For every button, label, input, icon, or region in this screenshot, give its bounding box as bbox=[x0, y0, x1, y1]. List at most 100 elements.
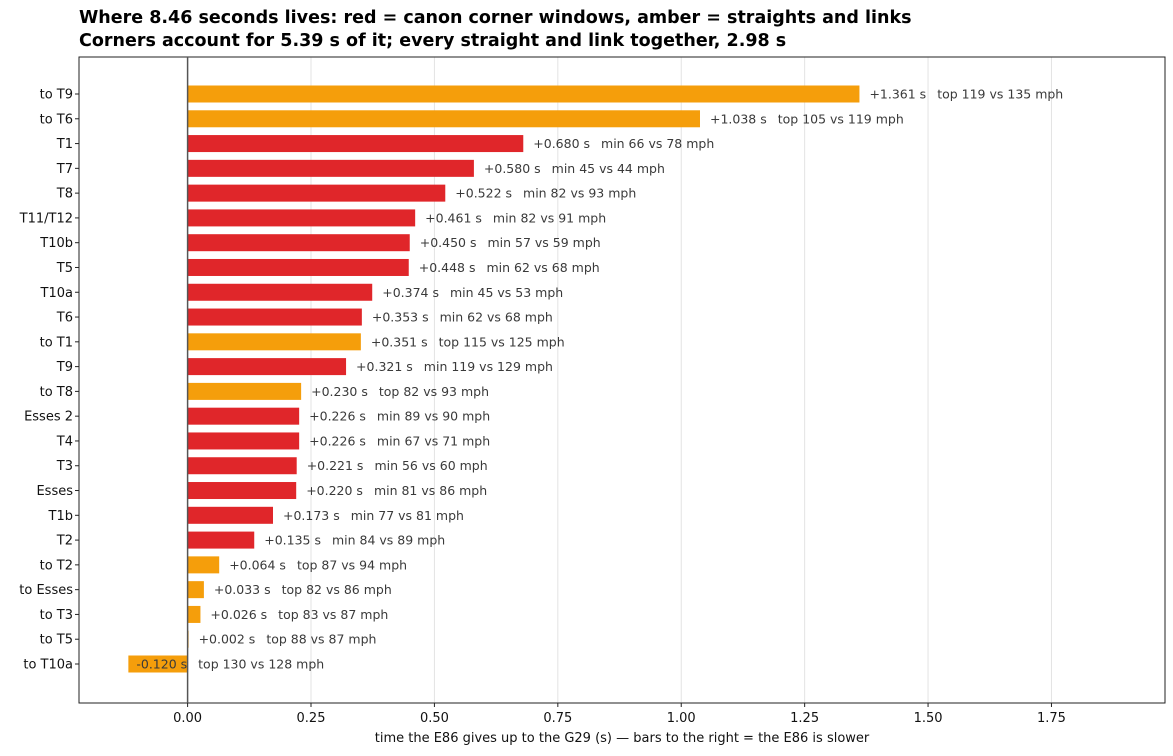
bar-annotation: top 83 vs 87 mph bbox=[278, 607, 388, 622]
bar-value-label: +0.522 s min 82 vs 93 mph bbox=[455, 186, 636, 201]
category-label: to T8 bbox=[40, 385, 73, 400]
bar-18 bbox=[187, 506, 273, 524]
x-tick-label: 1.00 bbox=[667, 711, 696, 726]
bar-value-label: +0.226 s min 89 vs 90 mph bbox=[309, 409, 490, 424]
category-label: T5 bbox=[56, 261, 73, 276]
category-label: T3 bbox=[56, 459, 73, 474]
chart-title: Where 8.46 seconds lives: red = canon co… bbox=[79, 8, 912, 28]
bar-11 bbox=[187, 333, 361, 351]
bar-value-label: +0.026 s top 83 vs 87 mph bbox=[210, 607, 388, 622]
bar-value: +1.038 s bbox=[710, 111, 767, 126]
bar-annotation: top 82 vs 93 mph bbox=[379, 384, 489, 399]
category-label: T4 bbox=[56, 434, 73, 449]
category-label: to T1 bbox=[40, 335, 73, 350]
bar-value-label: +0.680 s min 66 vs 78 mph bbox=[533, 136, 714, 151]
bar-5 bbox=[187, 184, 446, 202]
bar-value-label: +0.353 s min 62 vs 68 mph bbox=[372, 310, 553, 325]
bar-value: +0.461 s bbox=[425, 210, 482, 225]
bar-10 bbox=[187, 308, 362, 326]
bar-annotation: top 115 vs 125 mph bbox=[439, 334, 565, 349]
category-label: T1 bbox=[56, 137, 73, 152]
x-tick-label: 0.75 bbox=[543, 711, 572, 726]
category-label: to T2 bbox=[40, 558, 73, 573]
bar-14 bbox=[187, 407, 300, 425]
bar-annotation: top 88 vs 87 mph bbox=[266, 632, 376, 647]
category-label: T8 bbox=[56, 187, 73, 202]
bar-4 bbox=[187, 159, 474, 177]
x-tick-label: 1.25 bbox=[790, 711, 819, 726]
bar-13 bbox=[187, 382, 302, 400]
category-label: to T10a bbox=[23, 658, 73, 673]
bar-labels: +1.361 s top 119 vs 135 mph +1.038 s top 10… bbox=[136, 87, 1063, 672]
bar-value-label: +0.374 s min 45 vs 53 mph bbox=[382, 285, 563, 300]
bar-value-label: +1.361 s top 119 vs 135 mph bbox=[869, 87, 1063, 102]
axes: to T9 to T6 T1 T7 T8 T11/T12 T10b T5 T10a T6 to T1… bbox=[19, 56, 1166, 746]
bar-22 bbox=[187, 605, 201, 623]
bar-value-label: -0.120 s top 130 vs 128 mph bbox=[136, 657, 324, 672]
bar-value: +0.220 s bbox=[306, 483, 363, 498]
bar-annotation: min 45 vs 44 mph bbox=[552, 161, 665, 176]
bar-value: +0.002 s bbox=[199, 632, 256, 647]
category-label: T7 bbox=[56, 162, 73, 177]
bar-annotation: min 119 vs 129 mph bbox=[424, 359, 553, 374]
bar-value-label: +0.033 s top 82 vs 86 mph bbox=[214, 582, 392, 597]
bar-1 bbox=[187, 85, 860, 103]
bar-value: +0.135 s bbox=[264, 533, 321, 548]
category-label: T11/T12 bbox=[19, 211, 73, 226]
x-tick-label: 1.75 bbox=[1037, 711, 1066, 726]
bar-2 bbox=[187, 110, 700, 128]
bar-value-label: +0.135 s min 84 vs 89 mph bbox=[264, 533, 445, 548]
x-axis-title: time the E86 gives up to the G29 (s) — b… bbox=[375, 731, 870, 746]
bar-9 bbox=[187, 283, 373, 301]
bar-annotation: min 82 vs 91 mph bbox=[493, 210, 606, 225]
bar-annotation: min 89 vs 90 mph bbox=[377, 409, 490, 424]
bar-annotation: top 130 vs 128 mph bbox=[198, 657, 324, 672]
grid-lines bbox=[310, 57, 1052, 703]
bar-value-label: +0.173 s min 77 vs 81 mph bbox=[283, 508, 464, 523]
bar-annotation: min 66 vs 78 mph bbox=[601, 136, 714, 151]
bar-value: +0.450 s bbox=[420, 235, 477, 250]
bar-16 bbox=[187, 457, 297, 475]
bar-value: +0.353 s bbox=[372, 310, 429, 325]
category-label: T6 bbox=[56, 311, 73, 326]
category-label: T9 bbox=[56, 360, 73, 375]
bar-12 bbox=[187, 358, 347, 376]
bar-value: +0.064 s bbox=[229, 557, 286, 572]
bar-value-label: +1.038 s top 105 vs 119 mph bbox=[710, 111, 904, 126]
bar-value: +0.226 s bbox=[309, 433, 366, 448]
category-label: to T9 bbox=[40, 88, 73, 103]
bar-annotation: min 57 vs 59 mph bbox=[487, 235, 600, 250]
bar-value: +0.173 s bbox=[283, 508, 340, 523]
x-tick-label: 0.50 bbox=[420, 711, 449, 726]
bar-annotation: min 62 vs 68 mph bbox=[440, 310, 553, 325]
category-label: Esses 2 bbox=[24, 410, 73, 425]
bar-annotation: min 82 vs 93 mph bbox=[523, 186, 636, 201]
bar-19 bbox=[187, 531, 255, 549]
bar-value-label: +0.226 s min 67 vs 71 mph bbox=[309, 433, 490, 448]
category-label: T2 bbox=[56, 534, 73, 549]
bar-value-label: +0.351 s top 115 vs 125 mph bbox=[371, 334, 565, 349]
bar-annotation: top 82 vs 86 mph bbox=[282, 582, 392, 597]
bar-value-label: +0.448 s min 62 vs 68 mph bbox=[419, 260, 600, 275]
bar-annotation: min 84 vs 89 mph bbox=[332, 533, 445, 548]
bar-7 bbox=[187, 234, 410, 252]
bar-value: +0.448 s bbox=[419, 260, 476, 275]
bar-annotation: top 105 vs 119 mph bbox=[778, 111, 904, 126]
bar-value-label: +0.221 s min 56 vs 60 mph bbox=[307, 458, 488, 473]
bar-annotation: min 45 vs 53 mph bbox=[450, 285, 563, 300]
bar-annotation: top 87 vs 94 mph bbox=[297, 557, 407, 572]
bar-value-label: +0.064 s top 87 vs 94 mph bbox=[229, 557, 407, 572]
bar-value-label: +0.002 s top 88 vs 87 mph bbox=[199, 632, 377, 647]
bar-value: +0.221 s bbox=[307, 458, 364, 473]
bar-15 bbox=[187, 432, 300, 450]
category-label: to T6 bbox=[40, 112, 73, 127]
bar-21 bbox=[187, 581, 204, 599]
bar-20 bbox=[187, 556, 220, 574]
bar-annotation: top 119 vs 135 mph bbox=[937, 87, 1063, 102]
x-tick-label: 0.25 bbox=[297, 711, 326, 726]
category-label: to T3 bbox=[40, 608, 73, 623]
bar-value-label: +0.580 s min 45 vs 44 mph bbox=[484, 161, 665, 176]
bar-value: +0.321 s bbox=[356, 359, 413, 374]
bar-value: +0.374 s bbox=[382, 285, 439, 300]
bar-value-label: +0.461 s min 82 vs 91 mph bbox=[425, 210, 606, 225]
